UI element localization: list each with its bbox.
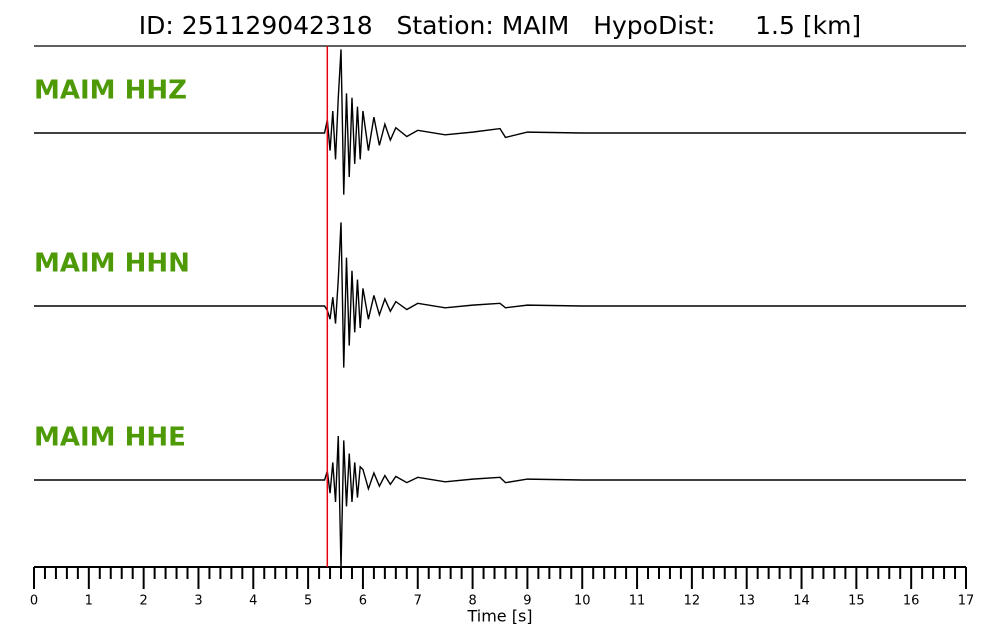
x-tick-label: 10 [574,594,591,609]
chart-title: ID: 251129042318 Station: MAIM HypoDist:… [139,11,861,40]
x-tick-label: 3 [194,594,202,609]
x-tick-label: 5 [304,594,312,609]
x-tick-label: 9 [523,594,531,609]
x-tick-label: 12 [684,594,701,609]
x-tick-label: 17 [958,594,975,609]
x-tick-label: 1 [85,594,93,609]
trace [34,435,966,569]
x-tick-label: 2 [140,594,148,609]
trace-label: MAIM HHZ [34,76,187,106]
x-tick-label: 8 [468,594,476,609]
x-tick-label: 7 [414,594,422,609]
x-axis-label: Time [s] [466,607,532,626]
x-tick-label: 0 [30,594,38,609]
x-tick-label: 4 [249,594,257,609]
trace [34,222,966,368]
x-tick-label: 13 [738,594,755,609]
trace-label: MAIM HHE [34,423,186,453]
x-tick-label: 14 [793,594,810,609]
x-tick-label: 15 [848,594,865,609]
trace-label: MAIM HHN [34,249,190,279]
trace [34,49,966,195]
x-tick-label: 11 [629,594,646,609]
x-tick-label: 16 [903,594,920,609]
x-tick-label: 6 [359,594,367,609]
